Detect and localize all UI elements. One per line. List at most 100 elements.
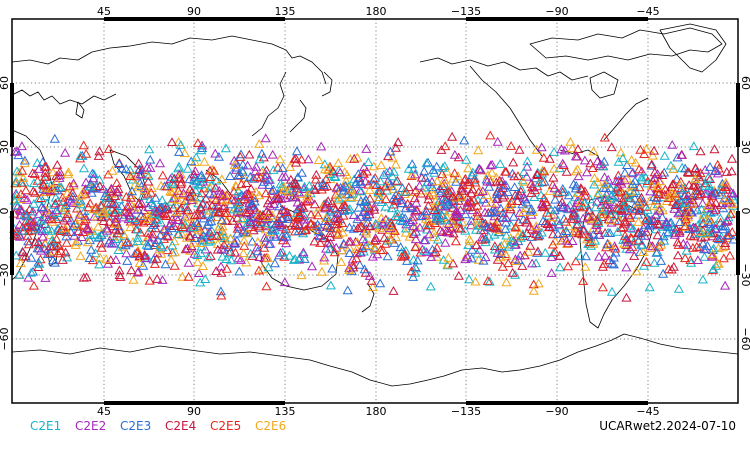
occultation-marker <box>34 258 45 268</box>
occultation-marker <box>71 237 82 247</box>
occultation-marker <box>486 207 497 217</box>
occultation-marker <box>518 207 529 216</box>
occultation-marker <box>293 226 304 236</box>
occultation-marker <box>625 212 636 222</box>
occultation-marker <box>456 183 467 193</box>
occultation-marker <box>408 211 419 221</box>
occultation-marker <box>114 270 125 279</box>
occultation-marker <box>492 136 503 146</box>
occultation-marker <box>38 203 49 213</box>
occultation-marker <box>719 194 730 204</box>
occultation-marker <box>651 195 662 205</box>
occultation-marker <box>207 200 218 210</box>
occultation-marker <box>501 277 512 287</box>
occultation-marker <box>242 228 253 238</box>
occultation-marker <box>630 157 641 167</box>
occultation-marker <box>615 147 626 157</box>
occultation-marker <box>357 234 368 244</box>
occultation-marker <box>325 169 336 178</box>
occultation-marker <box>525 240 536 250</box>
occultation-marker <box>714 189 725 199</box>
occultation-marker <box>355 247 366 257</box>
occultation-marker <box>369 235 380 245</box>
occultation-marker <box>409 169 421 179</box>
occultation-marker <box>583 211 594 221</box>
occultation-marker <box>514 208 525 217</box>
occultation-marker <box>592 216 603 226</box>
occultation-marker <box>344 248 355 257</box>
coastline-kamchatka <box>321 71 333 97</box>
occultation-marker <box>510 269 521 279</box>
occultation-marker <box>70 239 81 249</box>
occultation-marker <box>254 252 265 261</box>
occultation-marker <box>290 153 301 163</box>
occultation-marker <box>62 252 73 262</box>
occultation-marker <box>699 251 710 261</box>
occultation-marker <box>549 183 560 193</box>
occultation-marker <box>355 176 366 186</box>
occultation-marker <box>98 207 109 217</box>
occultation-marker <box>712 233 723 242</box>
occultation-marker <box>51 205 62 215</box>
occultation-marker <box>155 217 166 227</box>
occultation-marker <box>247 250 258 260</box>
occultation-marker <box>184 174 195 184</box>
occultation-marker <box>48 246 59 256</box>
occultation-marker <box>166 223 177 233</box>
occultation-marker <box>62 188 73 198</box>
occultation-marker <box>246 219 257 229</box>
occultation-marker <box>360 201 371 211</box>
occultation-marker <box>254 221 265 231</box>
occultation-marker <box>344 262 355 272</box>
occultation-marker <box>195 277 206 287</box>
coastline-eurasia <box>11 35 327 85</box>
occultation-marker <box>566 213 577 223</box>
occultation-marker <box>550 247 561 256</box>
legend-item-c2e1: C2E1 <box>30 419 61 433</box>
occultation-marker <box>704 218 715 228</box>
occultation-marker <box>261 165 272 175</box>
occultation-marker <box>508 237 519 247</box>
occultation-marker <box>470 224 482 234</box>
occultation-marker <box>669 229 680 239</box>
occultation-marker <box>670 188 681 198</box>
occultation-marker <box>82 237 93 247</box>
occultation-marker <box>20 185 31 195</box>
occultation-marker <box>396 194 407 204</box>
occultation-marker <box>195 202 206 212</box>
occultation-marker <box>310 174 321 184</box>
occultation-marker <box>290 219 301 229</box>
occultation-marker <box>546 252 557 261</box>
occultation-marker <box>85 181 96 191</box>
occultation-marker <box>520 194 531 204</box>
occultation-marker <box>522 156 533 166</box>
occultation-marker <box>62 208 73 218</box>
occultation-marker <box>315 237 326 247</box>
occultation-marker <box>451 208 462 218</box>
occultation-marker <box>81 223 92 233</box>
occultation-marker <box>713 243 724 253</box>
occultation-marker <box>588 146 599 156</box>
occultation-marker <box>165 186 176 196</box>
occultation-marker <box>89 229 100 239</box>
occultation-marker <box>488 222 499 231</box>
occultation-marker <box>474 244 485 254</box>
occultation-marker <box>674 217 685 226</box>
occultation-marker <box>52 208 63 217</box>
coastline-greenland <box>659 23 727 73</box>
occultation-marker <box>367 251 378 261</box>
occultation-marker <box>85 179 96 188</box>
occultation-marker <box>245 217 256 226</box>
occultation-marker <box>114 225 125 235</box>
occultation-marker <box>192 138 203 147</box>
occultation-marker <box>431 212 442 222</box>
occultation-marker <box>138 260 149 270</box>
occultation-marker <box>287 191 298 201</box>
occultation-marker <box>416 188 427 198</box>
occultation-marker <box>188 178 199 188</box>
occultation-marker <box>380 194 392 204</box>
occultation-marker <box>351 248 362 258</box>
occultation-marker <box>110 218 121 228</box>
occultation-marker <box>305 218 316 228</box>
occultation-marker <box>192 257 203 267</box>
